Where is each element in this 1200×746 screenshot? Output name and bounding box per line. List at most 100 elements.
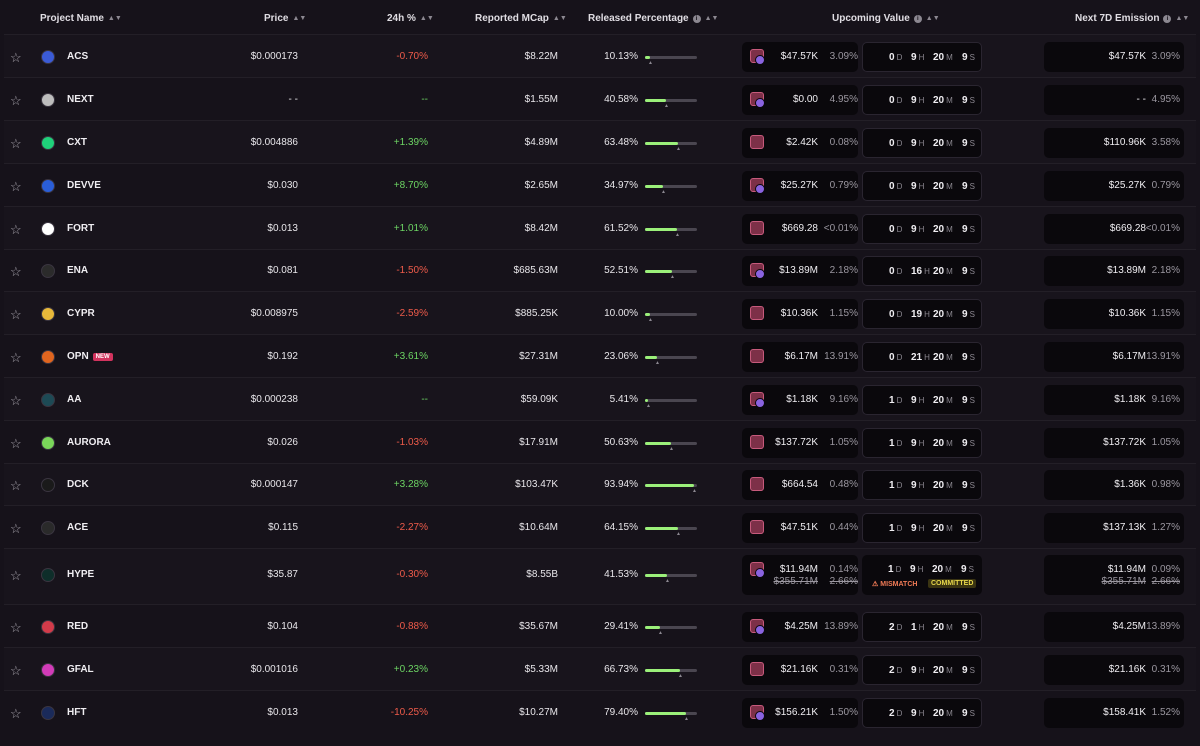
- project-name[interactable]: OPN NEW: [67, 351, 113, 362]
- upcoming-value: $11.94M: [779, 564, 818, 575]
- star-icon[interactable]: ☆: [10, 663, 22, 678]
- info-icon[interactable]: i: [692, 14, 701, 23]
- star-icon[interactable]: ☆: [10, 478, 22, 493]
- project-name[interactable]: GFAL: [67, 664, 94, 675]
- star-icon[interactable]: ☆: [10, 436, 22, 451]
- table-row[interactable]: ☆ DEVVE $0.030 +8.70% $2.65M 34.97% ▲ $25.27K 0.…: [4, 163, 1196, 206]
- upcoming-value-box[interactable]: $0.00 4.95%: [742, 85, 858, 115]
- countdown-h-unit: H: [917, 565, 924, 574]
- table-row[interactable]: ☆ HFT $0.013 -10.25% $10.27M 79.40% ▲ $156.21K 1…: [4, 690, 1196, 733]
- project-name[interactable]: HYPE: [67, 569, 94, 580]
- countdown-s-value: 9: [962, 708, 968, 719]
- next-7d-percentage: <0.01%: [1145, 223, 1180, 234]
- table-row[interactable]: ☆ ACS $0.000173 -0.70% $8.22M 10.13% ▲ $47.57K 3…: [4, 34, 1196, 77]
- header-reported-mcap[interactable]: Reported MCap ▲▼: [475, 13, 567, 24]
- upcoming-value-box[interactable]: $25.27K 0.79%: [742, 171, 858, 201]
- project-name[interactable]: DCK: [67, 479, 89, 490]
- star-icon[interactable]: ☆: [10, 521, 22, 536]
- upcoming-value-box[interactable]: $11.94M 0.14% $355.71M 2.66%: [742, 555, 858, 595]
- project-name[interactable]: DEVVE: [67, 180, 101, 191]
- table-row[interactable]: ☆ RED $0.104 -0.88% $35.67M 29.41% ▲ $4.25M 13.8…: [4, 604, 1196, 647]
- table-row[interactable]: ☆ OPN NEW $0.192 +3.61% $27.31M 23.06% ▲ $6.17M 1…: [4, 334, 1196, 377]
- project-name[interactable]: AURORA: [67, 437, 111, 448]
- header-price[interactable]: Price ▲▼: [264, 13, 307, 24]
- table-row[interactable]: ☆ ACE $0.115 -2.27% $10.64M 64.15% ▲ $47.51K 0.4…: [4, 505, 1196, 548]
- star-icon[interactable]: ☆: [10, 93, 22, 108]
- table-row[interactable]: ☆ AA $0.000238 -- $59.09K 5.41% ▲ $1.18K 9.16% 1 D…: [4, 377, 1196, 420]
- table-row[interactable]: ☆ HYPE $35.87 -0.30% $8.55B 41.53% ▲ $11.94M 0.1…: [4, 548, 1196, 604]
- upcoming-value-box[interactable]: $10.36K 1.15%: [742, 299, 858, 329]
- countdown-m: 20 M: [933, 181, 953, 192]
- upcoming-value: $156.21K: [775, 707, 818, 718]
- table-row[interactable]: ☆ CXT $0.004886 +1.39% $4.89M 63.48% ▲ $2.42K 0.…: [4, 120, 1196, 163]
- countdown-timer: 2 D 9 H 20 M 9 S: [862, 655, 982, 685]
- star-icon[interactable]: ☆: [10, 350, 22, 365]
- project-name[interactable]: ACS: [67, 51, 88, 62]
- upcoming-value: $47.51K: [780, 522, 818, 533]
- countdown-h-unit: H: [918, 439, 925, 448]
- table-row[interactable]: ☆ CYPR $0.008975 -2.59% $885.25K 10.00% ▲ $10.3…: [4, 291, 1196, 334]
- info-icon[interactable]: i: [1163, 14, 1172, 23]
- header-upcoming-value[interactable]: Upcoming Value i ▲▼: [832, 13, 940, 24]
- upcoming-percentage: 13.91%: [824, 351, 858, 362]
- table-row[interactable]: ☆ GFAL $0.001016 +0.23% $5.33M 66.73% ▲ $21.16K…: [4, 647, 1196, 690]
- star-icon[interactable]: ☆: [10, 222, 22, 237]
- upcoming-value-box[interactable]: $21.16K 0.31%: [742, 655, 858, 685]
- star-icon[interactable]: ☆: [10, 136, 22, 151]
- upcoming-value-box[interactable]: $2.42K 0.08%: [742, 128, 858, 158]
- upcoming-value-box[interactable]: $137.72K 1.05%: [742, 428, 858, 458]
- header-released-percentage[interactable]: Released Percentage i ▲▼: [588, 13, 719, 24]
- project-name[interactable]: ENA: [67, 265, 88, 276]
- countdown-d-unit: D: [896, 623, 903, 632]
- project-name[interactable]: ACE: [67, 522, 88, 533]
- price-value: $35.87: [267, 569, 298, 580]
- upcoming-value-box[interactable]: $1.18K 9.16%: [742, 385, 858, 415]
- table-row[interactable]: ☆ DCK $0.000147 +3.28% $103.47K 93.94% ▲ $664.5…: [4, 463, 1196, 505]
- upcoming-value-box[interactable]: $156.21K 1.50%: [742, 698, 858, 728]
- countdown-h-unit: H: [924, 310, 930, 319]
- table-row[interactable]: ☆ ENA $0.081 -1.50% $685.63M 52.51% ▲ $13.89M 2.…: [4, 249, 1196, 291]
- star-icon[interactable]: ☆: [10, 568, 22, 583]
- countdown-d-unit: D: [896, 439, 903, 448]
- star-icon[interactable]: ☆: [10, 393, 22, 408]
- star-icon[interactable]: ☆: [10, 706, 22, 721]
- star-icon[interactable]: ☆: [10, 50, 22, 65]
- countdown-timer: 0 D 9 H 20 M 9 S: [862, 85, 982, 115]
- star-icon[interactable]: ☆: [10, 179, 22, 194]
- countdown-d-unit: D: [896, 524, 903, 533]
- released-progress-bar: ▲: [645, 185, 697, 195]
- upcoming-value-box[interactable]: $669.28 <0.01%: [742, 214, 858, 244]
- project-name[interactable]: AA: [67, 394, 81, 405]
- project-name[interactable]: RED: [67, 621, 88, 632]
- table-row[interactable]: ☆ FORT $0.013 +1.01% $8.42M 61.52% ▲ $669.28 <0.…: [4, 206, 1196, 249]
- released-progress-bar: ▲: [645, 712, 697, 722]
- released-progress-fill: [645, 99, 666, 102]
- project-name[interactable]: CYPR: [67, 308, 95, 319]
- project-name-label: ACS: [67, 51, 89, 62]
- released-percentage-value: 50.63%: [604, 437, 638, 448]
- project-name[interactable]: HFT: [67, 707, 86, 718]
- countdown-d-value: 0: [889, 266, 895, 277]
- star-icon[interactable]: ☆: [10, 620, 22, 635]
- table-row[interactable]: ☆ NEXT - - -- $1.55M 40.58% ▲ $0.00 4.95% 0 D 9 H 20 M…: [4, 77, 1196, 120]
- header-change-24h[interactable]: 24h % ▲▼: [387, 13, 434, 24]
- upcoming-value-box[interactable]: $4.25M 13.89%: [742, 612, 858, 642]
- upcoming-value-box[interactable]: $47.51K 0.44%: [742, 513, 858, 543]
- project-name[interactable]: CXT: [67, 137, 87, 148]
- header-next-7d-emission[interactable]: Next 7D Emission i ▲▼: [1075, 13, 1190, 24]
- project-name[interactable]: FORT: [67, 223, 94, 234]
- upcoming-value-box[interactable]: $47.57K 3.09%: [742, 42, 858, 72]
- project-name[interactable]: NEXT: [67, 94, 94, 105]
- star-icon[interactable]: ☆: [10, 307, 22, 322]
- upcoming-value-box[interactable]: $13.89M 2.18%: [742, 256, 858, 286]
- table-row[interactable]: ☆ AURORA $0.026 -1.03% $17.91M 50.63% ▲ $137.72…: [4, 420, 1196, 463]
- star-icon[interactable]: ☆: [10, 264, 22, 279]
- header-project-name[interactable]: Project Name ▲▼: [40, 13, 122, 24]
- upcoming-value-box[interactable]: $6.17M 13.91%: [742, 342, 858, 372]
- mcap-value: $2.65M: [524, 180, 558, 191]
- next-7d-emission-box: $25.27K 0.79%: [1044, 171, 1184, 201]
- upcoming-value-box[interactable]: $664.54 0.48%: [742, 470, 858, 500]
- info-icon[interactable]: i: [913, 14, 922, 23]
- countdown-h-unit: H: [918, 53, 925, 62]
